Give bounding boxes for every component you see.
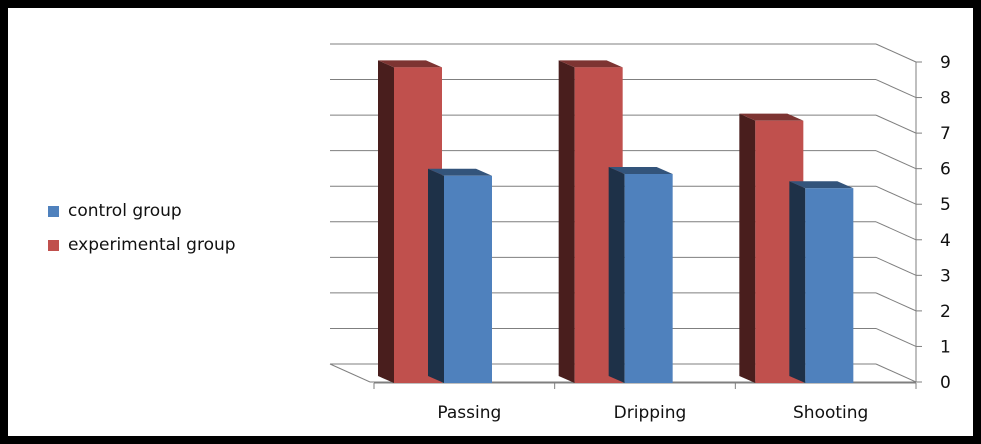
legend-label-experimental: experimental group <box>68 235 236 255</box>
y-tick-label-0: 0 <box>940 373 951 393</box>
bar-side-control-passing <box>428 168 444 383</box>
bar-side-experimental-dripping <box>558 60 575 383</box>
gridline-side-4 <box>875 221 917 241</box>
y-tick-label-5: 5 <box>940 195 951 215</box>
floor-left-edge <box>329 363 371 383</box>
gridline-side-6 <box>875 150 917 170</box>
y-tick-label-7: 7 <box>940 124 951 144</box>
bar-side-experimental-passing <box>378 60 394 383</box>
x-tick-label-2: Shooting <box>793 403 868 423</box>
bar-side-control-dripping <box>608 167 625 383</box>
bar-top-control-dripping <box>608 167 673 174</box>
legend-swatch-control <box>48 206 59 217</box>
legend-label-control: control group <box>68 201 182 221</box>
y-tick-label-4: 4 <box>940 231 951 251</box>
y-tick-label-8: 8 <box>940 89 951 109</box>
gridline-side-1 <box>875 327 917 347</box>
y-tick-label-6: 6 <box>940 160 951 180</box>
bar-side-control-shooting <box>789 181 806 383</box>
gridline-side-8 <box>875 79 917 99</box>
legend-item-control: control group <box>48 199 308 233</box>
y-tick-label-1: 1 <box>940 337 951 357</box>
gridline-side-0 <box>875 363 917 383</box>
legend-swatch-experimental <box>48 240 59 251</box>
bar-control-passing <box>444 175 492 383</box>
bar-top-experimental-dripping <box>558 60 623 68</box>
gridline-side-2 <box>875 292 917 312</box>
y-tick-label-9: 9 <box>940 53 951 73</box>
x-tick-label-1: Dripping <box>614 403 687 423</box>
gridline-side-7 <box>875 114 917 134</box>
y-tick-label-3: 3 <box>940 266 951 286</box>
bar-top-control-passing <box>428 168 492 176</box>
bar-top-control-shooting <box>789 181 854 189</box>
gridline-side-5 <box>875 185 917 205</box>
gridline-side-9 <box>875 43 917 63</box>
bar-side-experimental-shooting <box>739 113 756 384</box>
x-tick-label-0: Passing <box>437 403 501 423</box>
legend: control group experimental group <box>48 199 308 267</box>
gridline-side-3 <box>875 256 917 276</box>
bar-control-shooting <box>805 188 854 383</box>
bar-top-experimental-shooting <box>739 113 804 121</box>
legend-item-experimental: experimental group <box>48 233 308 267</box>
bar-top-experimental-passing <box>378 60 442 68</box>
y-tick-label-2: 2 <box>940 302 951 322</box>
bar-control-dripping <box>624 174 673 383</box>
